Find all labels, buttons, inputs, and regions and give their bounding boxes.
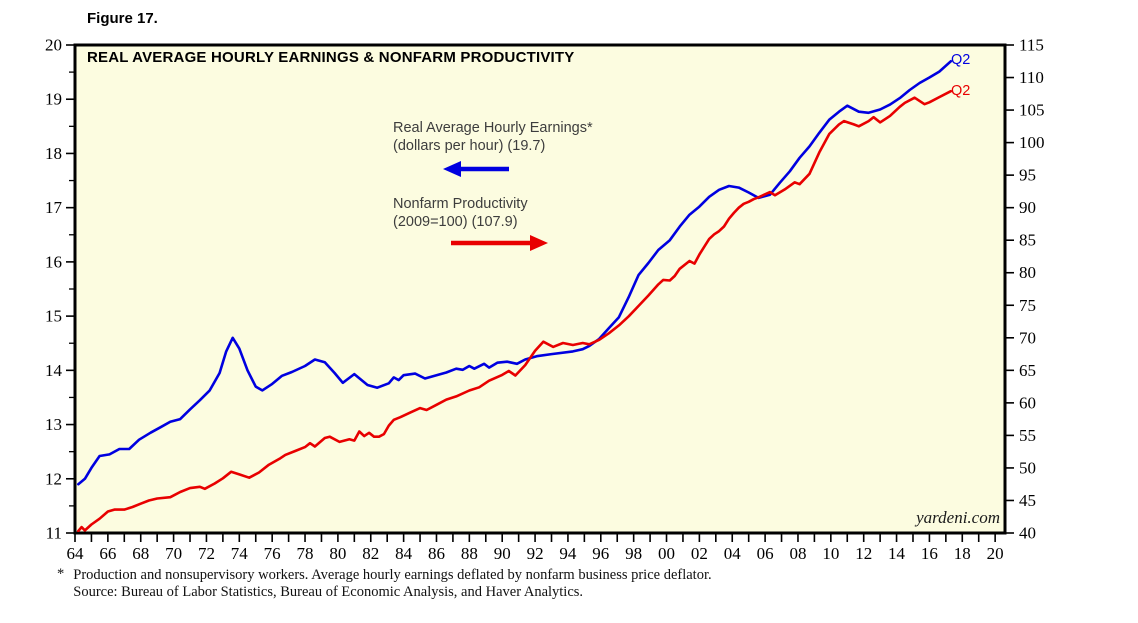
figure-label: Figure 17. (87, 10, 158, 27)
svg-text:96: 96 (592, 544, 609, 563)
watermark: yardeni.com (916, 508, 1000, 527)
svg-text:20: 20 (987, 544, 1004, 563)
plot-border (73, 43, 1007, 535)
svg-text:84: 84 (395, 544, 413, 563)
footnote-asterisk: * (57, 566, 65, 582)
svg-text:20: 20 (45, 36, 62, 55)
svg-text:40: 40 (1019, 524, 1036, 543)
svg-text:105: 105 (1019, 101, 1045, 120)
svg-text:85: 85 (1019, 231, 1036, 250)
svg-text:75: 75 (1019, 296, 1036, 315)
footnote-line1: Production and nonsupervisory workers. A… (73, 567, 712, 583)
svg-text:92: 92 (527, 544, 544, 563)
footnote: * Production and nonsupervisory workers.… (57, 566, 712, 600)
svg-text:14: 14 (888, 544, 906, 563)
chart-title: REAL AVERAGE HOURLY EARNINGS & NONFARM P… (87, 49, 575, 66)
legend-earnings-line1: Real Average Hourly Earnings* (393, 120, 593, 136)
svg-text:00: 00 (658, 544, 675, 563)
svg-text:15: 15 (45, 307, 62, 326)
productivity-end-label: Q2 (951, 83, 971, 99)
legend-earnings-line2: (dollars per hour) (19.7) (393, 137, 546, 154)
svg-text:08: 08 (789, 544, 806, 563)
svg-text:80: 80 (329, 544, 346, 563)
svg-text:86: 86 (428, 544, 445, 563)
svg-text:19: 19 (45, 90, 62, 109)
svg-text:13: 13 (45, 415, 62, 434)
svg-text:74: 74 (231, 544, 249, 563)
svg-text:55: 55 (1019, 426, 1036, 445)
svg-text:50: 50 (1019, 458, 1036, 477)
svg-text:06: 06 (757, 544, 774, 563)
svg-text:02: 02 (691, 544, 708, 563)
svg-text:60: 60 (1019, 393, 1036, 412)
svg-text:90: 90 (1019, 198, 1036, 217)
svg-text:10: 10 (822, 544, 839, 563)
svg-text:68: 68 (132, 544, 149, 563)
svg-text:18: 18 (45, 144, 62, 163)
svg-text:72: 72 (198, 544, 215, 563)
svg-text:88: 88 (461, 544, 478, 563)
svg-text:80: 80 (1019, 263, 1036, 282)
svg-text:65: 65 (1019, 361, 1036, 380)
svg-text:12: 12 (855, 544, 872, 563)
svg-text:11: 11 (46, 524, 62, 543)
svg-text:90: 90 (494, 544, 511, 563)
svg-text:45: 45 (1019, 491, 1036, 510)
svg-text:100: 100 (1019, 133, 1045, 152)
footnote-line2: Source: Bureau of Labor Statistics, Bure… (73, 583, 584, 600)
plot-background (75, 45, 1005, 533)
svg-text:110: 110 (1019, 68, 1044, 87)
svg-text:115: 115 (1019, 36, 1044, 55)
legend-productivity-line1: Nonfarm Productivity (393, 196, 528, 212)
svg-text:78: 78 (297, 544, 314, 563)
legend-productivity-line2: (2009=100) (107.9) (393, 213, 518, 230)
productivity-line (77, 89, 953, 532)
svg-text:16: 16 (921, 544, 938, 563)
svg-text:95: 95 (1019, 166, 1036, 185)
svg-text:17: 17 (45, 198, 63, 217)
earnings-line (77, 59, 953, 486)
svg-text:12: 12 (45, 469, 62, 488)
svg-text:94: 94 (559, 544, 577, 563)
svg-text:16: 16 (45, 252, 62, 271)
svg-text:14: 14 (45, 361, 63, 380)
svg-text:04: 04 (724, 544, 742, 563)
svg-text:82: 82 (362, 544, 379, 563)
footnote-text: Production and nonsupervisory workers. A… (73, 567, 711, 600)
earnings-arrow-head (443, 161, 461, 177)
svg-text:18: 18 (954, 544, 971, 563)
svg-text:98: 98 (625, 544, 642, 563)
legend-earnings: Real Average Hourly Earnings* (dollars p… (393, 120, 593, 155)
svg-text:66: 66 (99, 544, 116, 563)
earnings-end-label: Q2 (951, 52, 971, 68)
legend-productivity: Nonfarm Productivity (2009=100) (107.9) (393, 196, 528, 231)
svg-text:76: 76 (264, 544, 281, 563)
svg-text:70: 70 (165, 544, 182, 563)
productivity-arrow-head (530, 235, 548, 251)
svg-text:64: 64 (67, 544, 85, 563)
svg-text:70: 70 (1019, 328, 1036, 347)
